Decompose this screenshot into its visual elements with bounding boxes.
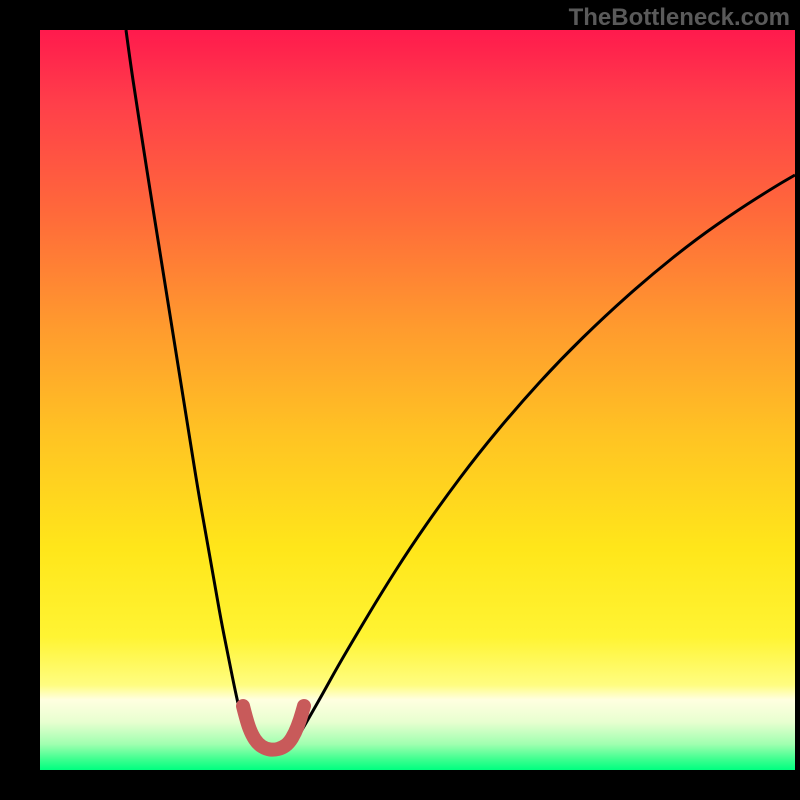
chart-curves-svg [40, 30, 795, 770]
curve-right-line [297, 175, 795, 738]
curve-left-line [126, 30, 249, 738]
watermark-text: TheBottleneck.com [569, 4, 790, 32]
valley-marker-line [243, 706, 304, 750]
chart-plot-area [40, 30, 795, 770]
